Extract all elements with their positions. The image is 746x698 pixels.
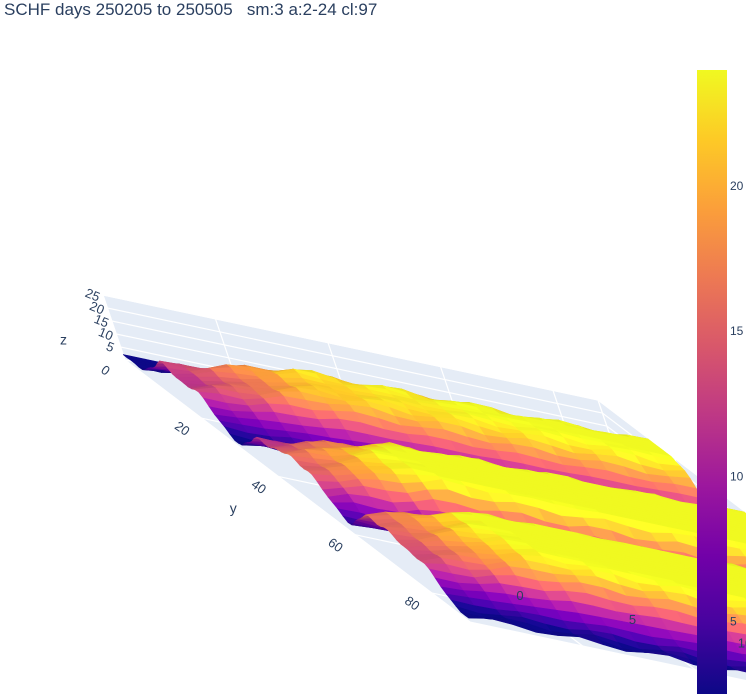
colorbar-tick-label: 20	[730, 179, 744, 193]
x-tick-label: 5	[629, 612, 636, 627]
surface-cell	[742, 623, 746, 630]
x-tick-label: 0	[516, 588, 523, 603]
colorbar-gradient	[697, 70, 727, 694]
z-axis-title: z	[60, 332, 67, 348]
chart-title: SCHF days 250205 to 250505 sm:3 a:2-24 c…	[4, 0, 378, 19]
colorbar-tick-label: 5	[730, 614, 737, 628]
y-tick-label: 60	[325, 535, 345, 556]
z-tick-label: 25	[83, 285, 102, 304]
surface-cell	[464, 614, 490, 620]
z-tick-label: 10	[96, 324, 115, 343]
z-tick-label: 20	[88, 298, 107, 317]
y-tick-label: 0	[98, 362, 113, 378]
y-tick-label: 20	[172, 418, 192, 439]
x-tick-label: 10	[738, 636, 746, 651]
3d-scene[interactable]: 05101520020406080510152025xyz	[60, 285, 746, 698]
colorbar-tick-label: 15	[730, 324, 744, 338]
z-tick-label: 15	[92, 311, 111, 330]
surface-mesh	[122, 354, 746, 673]
y-axis-title: y	[230, 500, 237, 516]
y-tick-label: 40	[249, 476, 269, 497]
colorbar-tick-label: 10	[730, 469, 744, 483]
y-tick-label: 80	[402, 593, 422, 614]
